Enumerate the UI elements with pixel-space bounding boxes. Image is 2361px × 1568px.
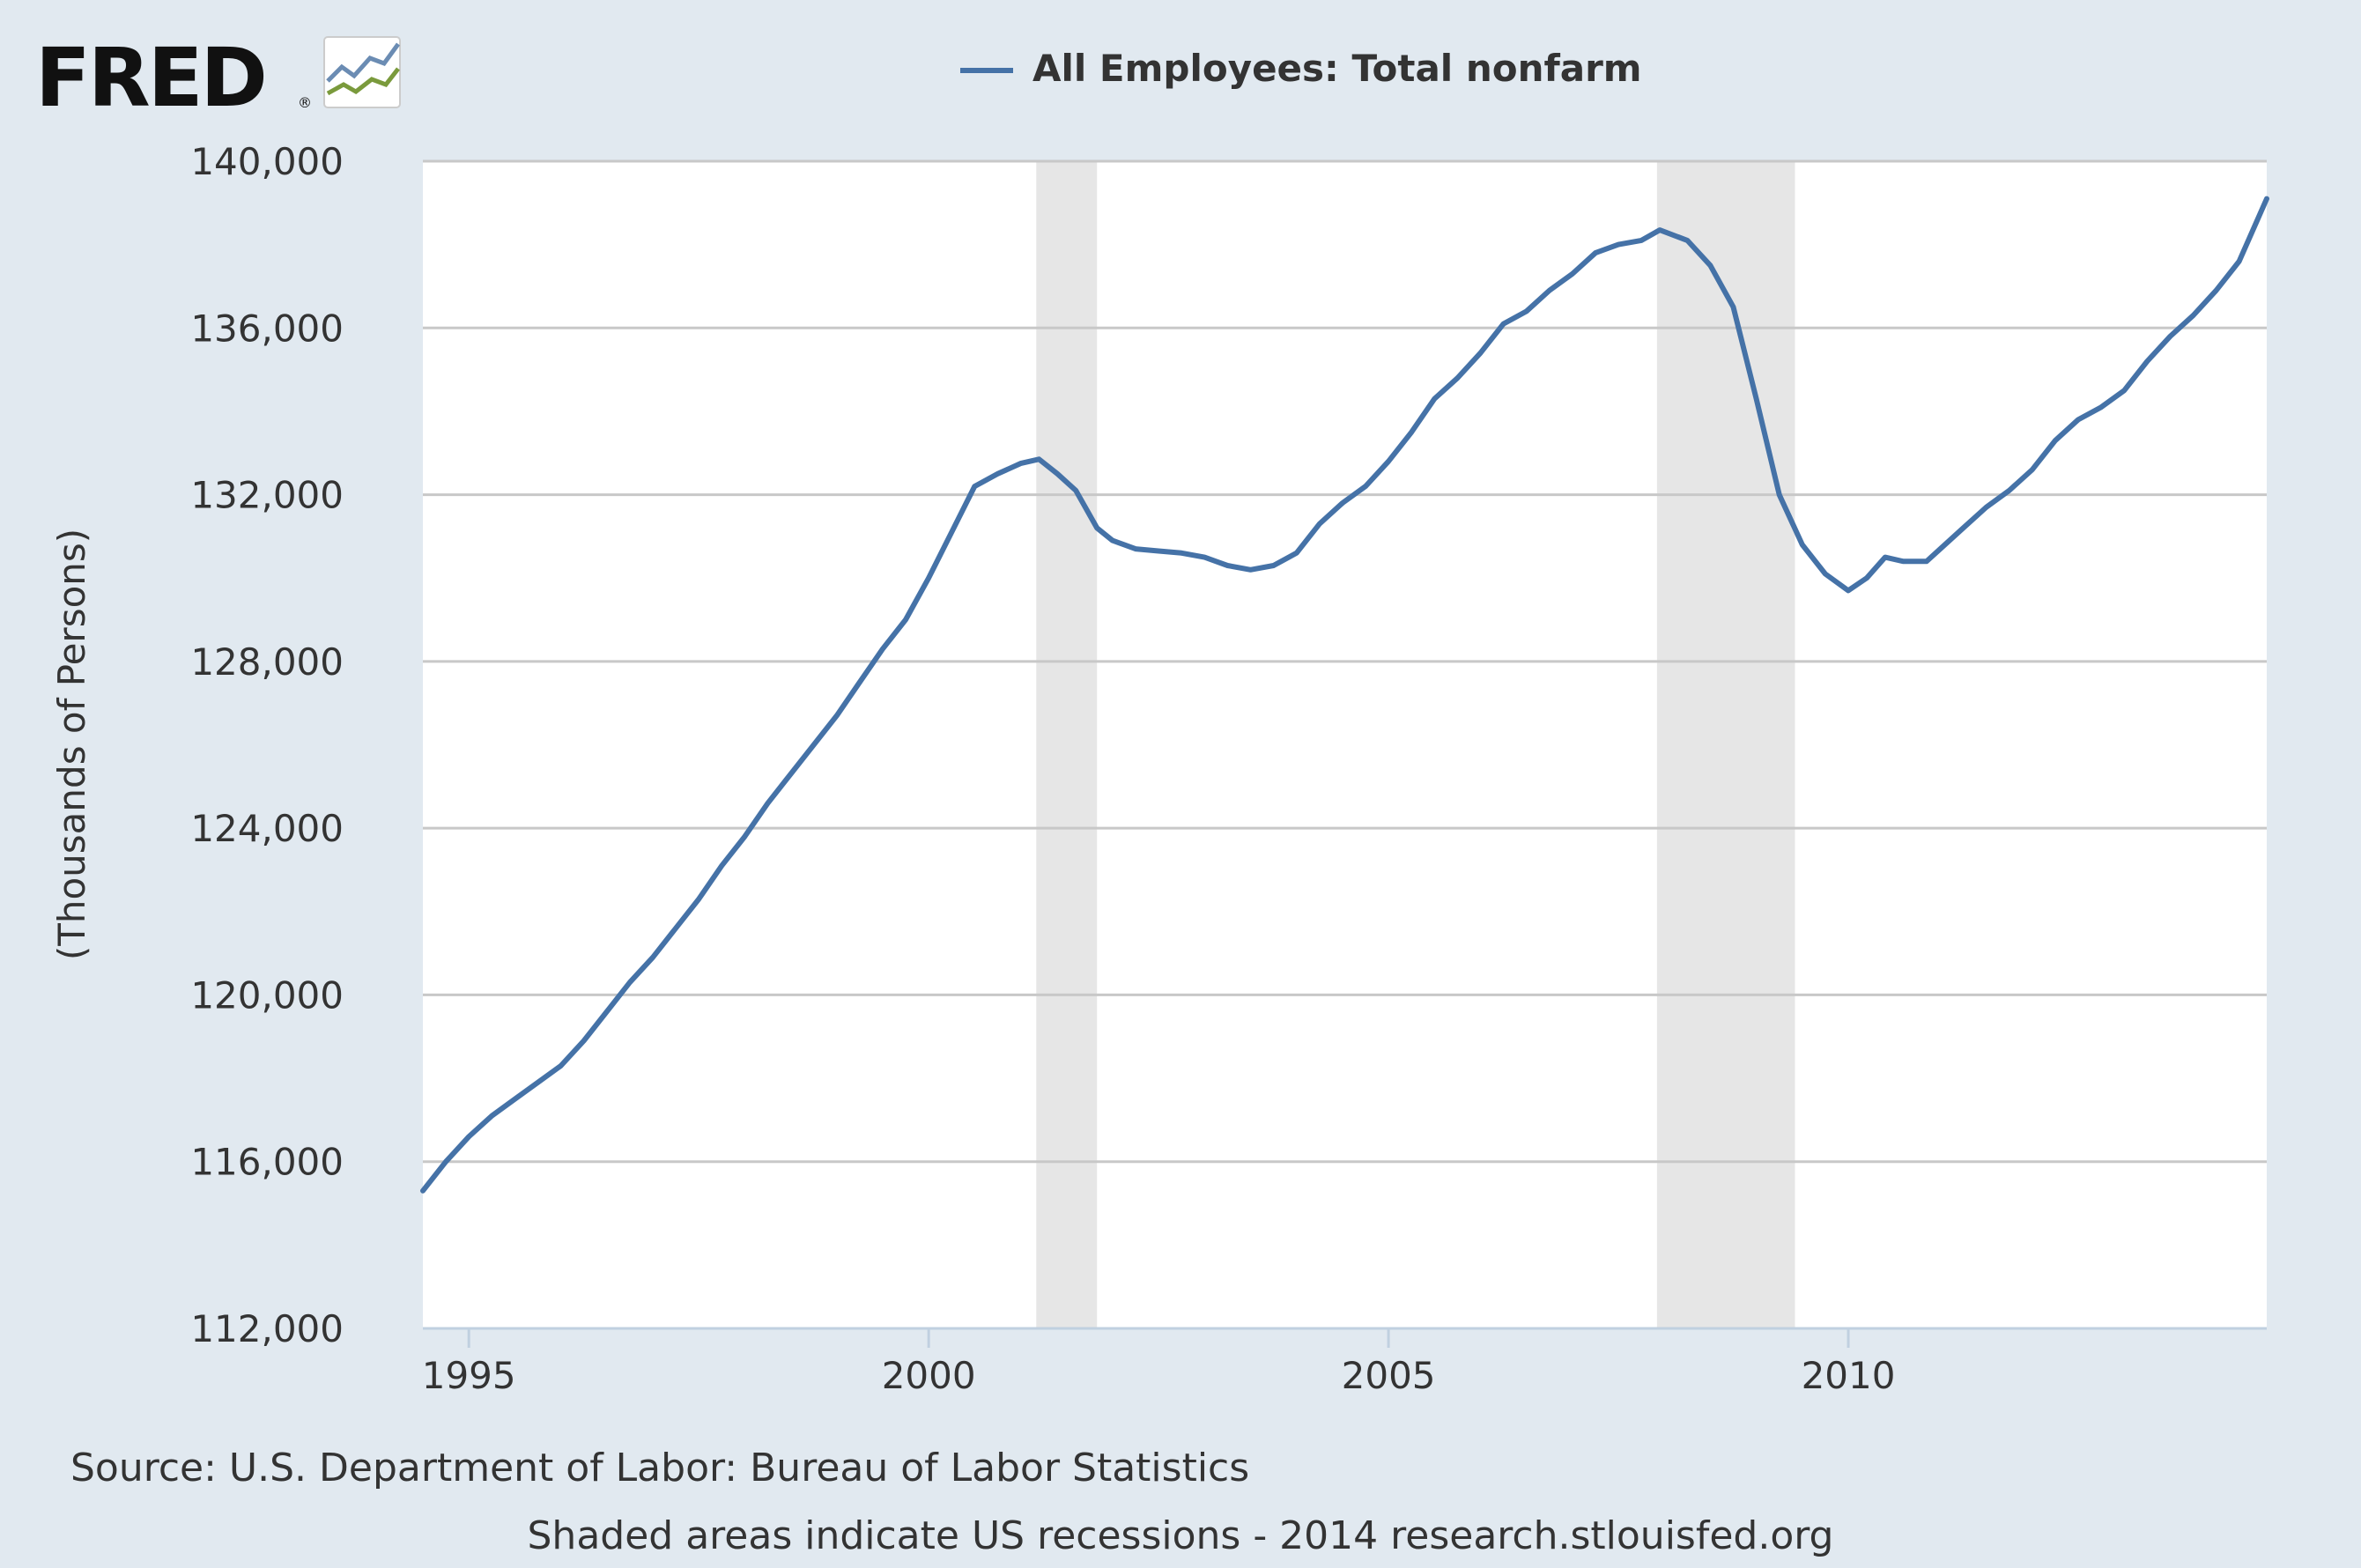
y-tick-label: 128,000 [190, 640, 344, 684]
y-tick-label: 120,000 [190, 973, 344, 1017]
legend-label: All Employees: Total nonfarm [1032, 47, 1642, 90]
x-tick-label: 2000 [882, 1354, 976, 1397]
y-axis-tick-labels: 112,000 116,000 120,000 124,000 128,000 132,0… [190, 140, 344, 1350]
x-tick-label: 2010 [1802, 1354, 1896, 1397]
fred-logo: FRED ® [35, 31, 401, 125]
y-tick-label: 112,000 [190, 1307, 344, 1350]
fred-logo-text: FRED [35, 31, 265, 125]
gridlines [423, 159, 2267, 1164]
x-tick-label: 2005 [1342, 1354, 1436, 1397]
y-tick-label: 116,000 [190, 1141, 344, 1184]
fred-registered-mark: ® [298, 94, 312, 111]
x-tick-label: 1995 [422, 1354, 516, 1397]
series-line [420, 196, 2269, 1194]
y-tick-label: 124,000 [190, 807, 344, 850]
y-tick-label: 132,000 [190, 474, 344, 517]
recession-band-1 [1036, 161, 1098, 1328]
y-axis-label: (Thousands of Persons) [50, 529, 93, 960]
y-tick-label: 136,000 [190, 307, 344, 350]
source-text: Source: U.S. Department of Labor: Bureau… [70, 1446, 1249, 1490]
x-axis-ticks: 1995 2000 2005 2010 [422, 1328, 1896, 1397]
footer-text: Shaded areas indicate US recessions - 20… [528, 1513, 1834, 1558]
recession-shading [1036, 161, 1795, 1328]
legend: All Employees: Total nonfarm [960, 47, 1642, 90]
plot-area [423, 161, 2267, 1328]
recession-band-2 [1656, 161, 1795, 1328]
fred-chart-icon [323, 36, 401, 108]
y-tick-label: 140,000 [190, 140, 344, 183]
series-layer [420, 196, 2269, 1194]
